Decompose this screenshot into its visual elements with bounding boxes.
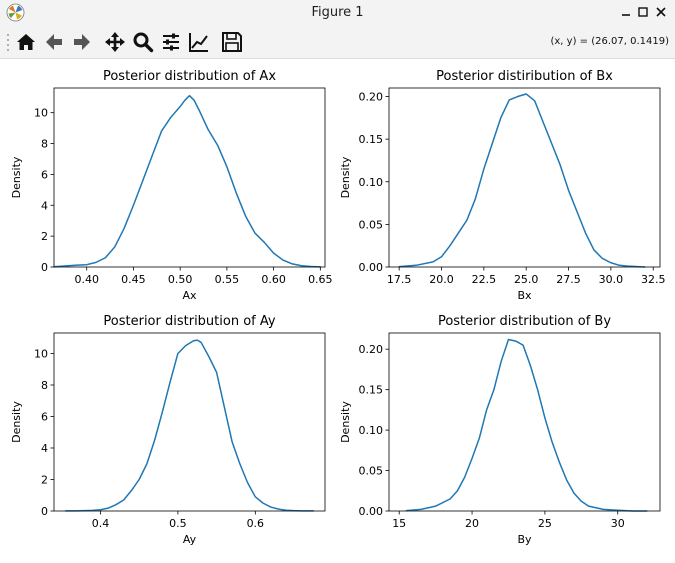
sliders-icon (163, 33, 179, 51)
home-icon (17, 34, 35, 50)
magnifier-icon (133, 32, 154, 53)
y-axis-label: Density (339, 401, 352, 443)
y-tick-label: 4 (41, 199, 48, 212)
x-tick-label: 0.6 (247, 517, 265, 530)
y-tick-label: 0.00 (359, 261, 384, 274)
y-tick-label: 6 (41, 410, 48, 423)
axes-frame (388, 87, 661, 268)
maximize-icon[interactable] (634, 3, 652, 21)
zoom-button[interactable] (131, 30, 155, 54)
cursor-coordinates: (x, y) = (26.07, 0.1419) (550, 36, 669, 47)
y-tick-label: 8 (41, 138, 48, 151)
subplot-4: Posterior distribution of By 15 20 25 30 0.00… (339, 314, 661, 546)
y-tick-label: 10 (34, 347, 48, 360)
subplot-3: Posterior distribution of Ay 0.4 0.5 0.6 0 2 4… (10, 314, 326, 546)
y-tick-label: 0.05 (359, 218, 384, 231)
subplot-title: Posterior distribution of By (438, 314, 611, 329)
subplot-2: Posterior distiribution of Bx 17.5 20.0 22.… (339, 69, 665, 302)
edit-axes-button[interactable] (187, 30, 211, 54)
subplot-title: Posterior distribution of Ax (103, 69, 276, 84)
x-tick-label: 0.5 (169, 517, 187, 530)
y-tick-label: 0 (41, 261, 48, 274)
x-tick-label: 0.45 (121, 273, 146, 286)
floppy-disk-icon (222, 32, 242, 52)
matplotlib-app-icon (6, 3, 25, 22)
minimize-icon[interactable] (617, 3, 635, 21)
density-line (53, 94, 322, 268)
y-tick-label: 6 (41, 168, 48, 181)
y-tick-label: 0.15 (359, 133, 384, 146)
x-tick-label: 17.5 (387, 273, 412, 286)
y-tick-label: 0.20 (359, 343, 384, 356)
x-tick-label: 25 (538, 517, 552, 530)
pan-button[interactable] (103, 30, 127, 54)
y-tick-label: 8 (41, 379, 48, 392)
subplot-title: Posterior distribution of Ay (103, 314, 275, 329)
subplot-1: Posterior distribution of Ax 0.40 0.45 0.50… (10, 69, 333, 302)
save-button[interactable] (220, 30, 244, 54)
y-tick-label: 0.10 (359, 176, 384, 189)
x-tick-label: 0.65 (308, 273, 333, 286)
y-tick-label: 0.20 (359, 91, 384, 104)
x-axis-label: Bx (517, 289, 532, 302)
density-line (405, 338, 648, 512)
x-tick-label: 25.0 (514, 273, 539, 286)
figure-canvas[interactable]: Posterior distribution of Ax 0.40 0.45 0.50… (0, 59, 675, 563)
x-tick-label: 20 (465, 517, 479, 530)
density-line (398, 93, 646, 268)
close-icon[interactable] (652, 3, 670, 21)
y-axis-label: Density (339, 156, 352, 198)
move-icon (105, 32, 125, 52)
x-tick-label: 30 (611, 517, 625, 530)
toolbar-grip-icon (7, 34, 9, 51)
axes-frame (388, 332, 661, 512)
arrow-right-icon (74, 34, 90, 50)
x-tick-label: 15 (392, 517, 406, 530)
x-tick-label: 0.55 (215, 273, 240, 286)
x-tick-label: 20.0 (429, 273, 454, 286)
x-tick-label: 0.40 (74, 273, 99, 286)
y-tick-label: 2 (41, 230, 48, 243)
y-tick-label: 0.05 (359, 465, 384, 478)
x-axis-label: Ay (183, 533, 197, 546)
x-tick-label: 0.50 (168, 273, 193, 286)
y-tick-label: 10 (34, 107, 48, 120)
density-line (64, 339, 315, 512)
forward-button[interactable] (70, 30, 94, 54)
subplot-title: Posterior distiribution of Bx (436, 69, 613, 84)
x-axis-label: Ax (182, 289, 197, 302)
y-tick-label: 0.15 (359, 384, 384, 397)
back-button[interactable] (42, 30, 66, 54)
x-tick-label: 0.4 (92, 517, 110, 530)
x-tick-label: 22.5 (472, 273, 497, 286)
y-tick-label: 0.10 (359, 424, 384, 437)
x-tick-label: 30.0 (599, 273, 624, 286)
x-tick-label: 0.60 (261, 273, 286, 286)
arrow-left-icon (46, 34, 62, 50)
y-tick-label: 0.00 (359, 505, 384, 518)
y-axis-label: Density (10, 401, 23, 443)
y-tick-label: 4 (41, 442, 48, 455)
x-axis-label: By (517, 533, 532, 546)
figure-svg: Posterior distribution of Ax0.40 0.45 0.50… (0, 59, 675, 563)
axes-frame (53, 332, 326, 512)
y-tick-label: 0 (41, 505, 48, 518)
axes-frame (53, 87, 326, 268)
x-tick-label: 32.5 (641, 273, 666, 286)
home-button[interactable] (14, 30, 38, 54)
line-chart-icon (189, 33, 208, 52)
y-axis-label: Density (10, 156, 23, 198)
subplots-button[interactable] (159, 30, 183, 54)
window-titlebar: Figure 1 (0, 0, 675, 25)
x-tick-label: 27.5 (556, 273, 581, 286)
navigation-toolbar: (x, y) = (26.07, 0.1419) (0, 25, 675, 59)
window-title: Figure 1 (311, 5, 364, 20)
y-tick-label: 2 (41, 473, 48, 486)
